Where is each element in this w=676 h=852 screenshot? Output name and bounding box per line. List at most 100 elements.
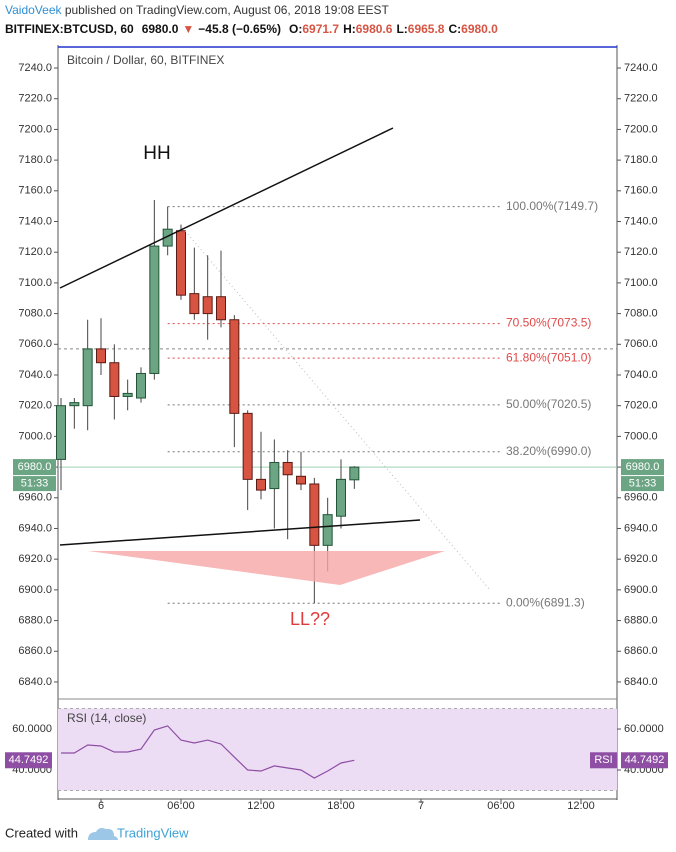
last-price-box xyxy=(621,459,664,476)
candle-body xyxy=(269,461,280,490)
last-price-label: 6980.0 xyxy=(18,461,52,473)
symbol-line: BITFINEX:BTCUSD, 60 6980.0 ▼ −45.8 (−0.65%)… xyxy=(5,22,498,36)
candle-body xyxy=(82,348,93,407)
ohlc-label: H: xyxy=(343,22,356,36)
candle-body xyxy=(56,405,66,460)
rsi-tick-label-left: 60.0000 xyxy=(12,723,52,735)
down-arrow: ▼ xyxy=(182,22,194,36)
header-line: VaidoVeek published on TradingView.com, … xyxy=(5,3,390,17)
y-tick-label-right: 6960.0 xyxy=(624,492,658,504)
countdown: 51:33 xyxy=(629,477,657,489)
candle-body xyxy=(282,461,293,476)
lower-trend-line[interactable] xyxy=(59,519,421,546)
rsi-value-label: 44.7492 xyxy=(9,754,49,766)
y-tick-label-left: 6900.0 xyxy=(18,584,52,596)
y-tick-label-right: 7180.0 xyxy=(624,154,658,166)
y-tick-label-left: 6920.0 xyxy=(18,553,52,565)
rsi-title: RSI (14, close) xyxy=(67,711,146,725)
y-tick-label-right: 7200.0 xyxy=(624,123,658,135)
y-tick-label-right: 7140.0 xyxy=(624,215,658,227)
candle-body xyxy=(216,296,226,321)
x-tick-label: 7 xyxy=(418,800,424,812)
ohlc-label: C: xyxy=(448,22,461,36)
rsi-value-box xyxy=(621,752,668,769)
y-tick-label-right: 7100.0 xyxy=(624,277,658,289)
candle-body xyxy=(189,293,200,315)
ohlc-label: O: xyxy=(289,22,302,36)
x-tick-label: 06:00 xyxy=(487,800,515,812)
footer-brand[interactable]: TradingView xyxy=(117,825,189,840)
candle-body xyxy=(122,392,133,397)
y-tick-label-left: 7180.0 xyxy=(18,154,52,166)
ohlc-value: 6971.7 xyxy=(302,22,339,36)
candle-body xyxy=(176,230,186,296)
change: −45.8 (−0.65%) xyxy=(198,22,281,36)
last-price-label: 6980.0 xyxy=(626,461,660,473)
candle-body xyxy=(256,478,266,491)
candle-body xyxy=(109,362,120,397)
x-tick-label: 06:00 xyxy=(167,800,195,812)
pane-title: Bitcoin / Dollar, 60, BITFINEX xyxy=(67,53,224,67)
y-tick-label-right: 7080.0 xyxy=(624,308,658,320)
candle-body xyxy=(202,296,213,315)
y-tick-label-left: 6840.0 xyxy=(18,676,52,688)
rsi-name: RSI xyxy=(594,754,612,766)
candle-body xyxy=(242,412,253,480)
x-tick-label: 18:00 xyxy=(327,800,355,812)
y-tick-label-right: 7120.0 xyxy=(624,246,658,258)
y-tick-label-right: 6880.0 xyxy=(624,614,658,626)
rsi-line xyxy=(61,725,355,779)
y-tick-label-left: 7200.0 xyxy=(18,123,52,135)
y-tick-label-left: 6940.0 xyxy=(18,522,52,534)
footer-created: Created with xyxy=(5,825,78,840)
fib-label: 61.80%(7051.0) xyxy=(506,350,591,364)
y-tick-label-right: 7020.0 xyxy=(624,400,658,412)
candle-body xyxy=(96,348,106,364)
projection-triangle xyxy=(88,551,445,585)
tradingview-logo[interactable] xyxy=(88,828,118,840)
y-tick-label-left: 7220.0 xyxy=(18,93,52,105)
y-tick-label-left: 6860.0 xyxy=(18,645,52,657)
rsi-value-box xyxy=(5,752,52,769)
fib-label: 100.00%(7149.7) xyxy=(506,199,598,213)
y-tick-label-left: 7140.0 xyxy=(18,215,52,227)
y-tick-label-left: 7120.0 xyxy=(18,246,52,258)
fib-label: 0.00%(6891.3) xyxy=(506,595,585,609)
y-tick-label-right: 7220.0 xyxy=(624,93,658,105)
y-tick-label-left: 6960.0 xyxy=(18,492,52,504)
symbol: BITFINEX:BTCUSD, 60 xyxy=(5,22,134,36)
ohlc-value: 6980.0 xyxy=(461,22,498,36)
countdown-box xyxy=(621,476,664,492)
y-tick-label-left: 7040.0 xyxy=(18,369,52,381)
y-tick-label-right: 6840.0 xyxy=(624,676,658,688)
last-price-box xyxy=(13,459,56,476)
published: published on TradingView.com, August 06,… xyxy=(62,3,390,17)
x-tick-label: 6 xyxy=(98,800,104,812)
rsi-band xyxy=(58,708,617,791)
rsi-tick-label-right: 60.0000 xyxy=(624,723,664,735)
countdown-box xyxy=(13,476,56,492)
y-tick-label-right: 7240.0 xyxy=(624,62,658,74)
candle-body xyxy=(296,475,306,485)
candle-body xyxy=(229,319,240,414)
candle-body xyxy=(136,372,146,399)
last: 6980.0 xyxy=(142,22,179,36)
y-tick-label-right: 7160.0 xyxy=(624,185,658,197)
y-tick-label-left: 7160.0 xyxy=(18,185,52,197)
fib-label: 50.00%(7020.5) xyxy=(506,397,591,411)
candle-body xyxy=(69,402,80,407)
candle-body xyxy=(309,483,320,546)
fib-label: 38.20%(6990.0) xyxy=(506,444,591,458)
author[interactable]: VaidoVeek xyxy=(5,3,62,17)
upper-trend-line[interactable] xyxy=(59,127,394,289)
candle-body xyxy=(336,478,346,517)
x-tick-label: 12:00 xyxy=(567,800,595,812)
ohlc-value: 6965.8 xyxy=(408,22,445,36)
ohlc-value: 6980.6 xyxy=(356,22,393,36)
fib-label: 70.50%(7073.5) xyxy=(506,316,591,330)
y-tick-label-left: 7020.0 xyxy=(18,400,52,412)
candle-body xyxy=(149,245,160,374)
countdown: 51:33 xyxy=(21,477,49,489)
